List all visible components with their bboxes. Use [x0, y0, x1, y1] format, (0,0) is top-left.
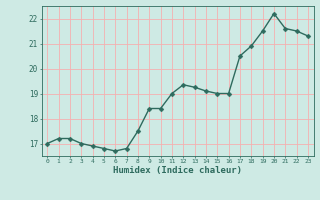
X-axis label: Humidex (Indice chaleur): Humidex (Indice chaleur)	[113, 166, 242, 175]
